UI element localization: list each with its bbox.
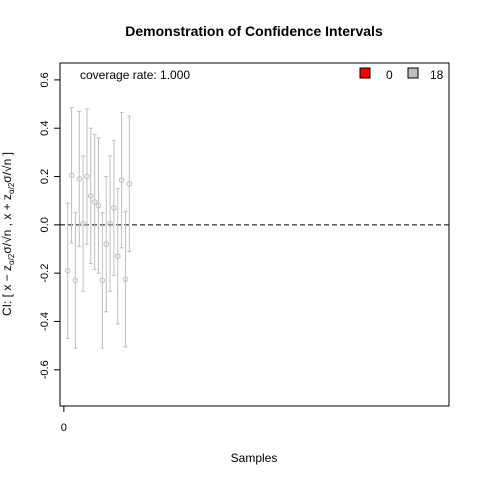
sample-mean-point <box>91 199 98 205</box>
y-tick-label: 0.6 <box>39 72 51 87</box>
legend-swatch <box>407 67 419 79</box>
sample-mean-point <box>111 205 117 211</box>
plot-area <box>59 62 450 407</box>
legend: 0 18 <box>359 67 444 82</box>
sample-mean-point <box>122 276 129 282</box>
x-tick-label: 0 <box>61 422 67 434</box>
legend-swatch <box>359 67 371 79</box>
y-tick-label: -0.2 <box>39 264 51 283</box>
y-axis: -0.6 -0.4 -0.2 0.0 0.2 0.4 0.6 <box>39 72 60 379</box>
sample-mean-point <box>95 202 102 209</box>
y-tick-label: -0.4 <box>39 312 51 331</box>
sample-mean-point <box>64 267 71 274</box>
y-tick-label: 0.4 <box>39 121 51 136</box>
x-axis-label: Samples <box>231 451 278 465</box>
sample-mean-point <box>114 253 121 260</box>
y-tick-label: 0.2 <box>39 169 51 184</box>
sample-mean-point <box>107 220 113 227</box>
coverage-annotation: coverage rate: 1.000 <box>80 68 190 82</box>
sample-mean-point <box>88 193 94 199</box>
sample-mean-point <box>76 176 83 182</box>
legend-label: 18 <box>430 68 444 82</box>
y-tick-label: 0.0 <box>39 217 51 232</box>
y-tick-label: -0.6 <box>39 360 51 379</box>
y-axis-label: CI: [ x − zα/2σ/√n , x + zα/2σ/√n ] <box>0 152 16 316</box>
sample-mean-point <box>99 277 106 284</box>
legend-label: 0 <box>386 68 393 82</box>
sample-mean-point <box>103 241 110 247</box>
chart-title: Demonstration of Confidence Intervals <box>125 23 383 39</box>
confidence-intervals <box>64 107 133 349</box>
sample-mean-point <box>118 177 125 183</box>
sample-mean-point <box>72 277 79 284</box>
sample-mean-point <box>80 220 86 227</box>
x-axis: 0 <box>61 406 67 434</box>
sample-mean-point <box>68 172 75 179</box>
sample-mean-point <box>126 180 133 187</box>
sample-mean-point <box>84 173 90 180</box>
